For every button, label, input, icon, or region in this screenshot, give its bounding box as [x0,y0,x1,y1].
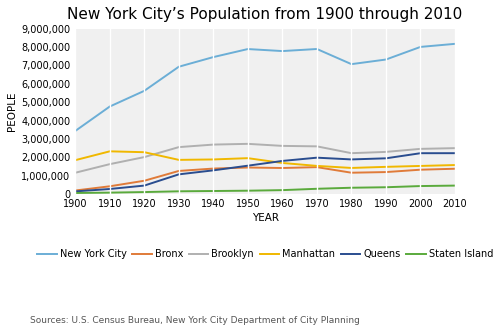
Brooklyn [106,162,112,166]
Brooklyn [314,145,320,148]
Manhattan [142,150,148,154]
Queens [452,151,458,155]
Brooklyn [72,171,78,175]
New York City [418,45,424,49]
Brooklyn [348,151,354,155]
Queens [176,172,182,176]
Queens [418,151,424,155]
Manhattan [314,164,320,168]
Staten Island [383,185,389,189]
Manhattan [348,166,354,170]
Line: Bronx: Bronx [75,167,455,191]
Staten Island [142,190,148,194]
Bronx [142,179,148,183]
Bronx [245,165,251,169]
Bronx [383,170,389,174]
Brooklyn [452,146,458,150]
Queens [314,156,320,160]
New York City [106,105,112,109]
Manhattan [72,158,78,162]
Staten Island [210,189,216,193]
New York City [210,55,216,59]
Manhattan [210,158,216,162]
Bronx [348,171,354,175]
New York City [142,89,148,93]
Manhattan [418,164,424,168]
Bronx [176,169,182,173]
Brooklyn [176,145,182,149]
Bronx [314,165,320,169]
Bronx [452,167,458,171]
New York City [176,65,182,69]
Brooklyn [280,144,285,148]
X-axis label: YEAR: YEAR [252,213,278,223]
Staten Island [314,187,320,191]
Y-axis label: PEOPLE: PEOPLE [7,92,17,131]
Bronx [106,184,112,188]
Manhattan [176,158,182,162]
Queens [106,187,112,191]
Bronx [210,166,216,170]
Legend: New York City, Bronx, Brooklyn, Manhattan, Queens, Staten Island: New York City, Bronx, Brooklyn, Manhatta… [34,246,497,263]
New York City [245,47,251,51]
Queens [72,189,78,193]
Line: Queens: Queens [75,153,455,191]
New York City [383,58,389,61]
Manhattan [280,161,285,165]
New York City [348,62,354,66]
Queens [142,184,148,188]
Text: Sources: U.S. Census Bureau, New York City Department of City Planning: Sources: U.S. Census Bureau, New York Ci… [30,316,360,325]
Manhattan [245,156,251,160]
Manhattan [452,163,458,167]
Line: Manhattan: Manhattan [75,151,455,168]
Queens [210,168,216,172]
Staten Island [452,184,458,188]
Staten Island [348,186,354,190]
Queens [383,156,389,160]
New York City [72,129,78,133]
Staten Island [176,189,182,193]
New York City [280,49,285,53]
Queens [280,159,285,163]
Line: Brooklyn: Brooklyn [75,144,455,173]
Staten Island [418,184,424,188]
Queens [245,164,251,168]
Staten Island [280,188,285,192]
New York City [452,42,458,46]
Line: New York City: New York City [75,44,455,131]
Title: New York City’s Population from 1900 through 2010: New York City’s Population from 1900 thr… [68,7,462,22]
Staten Island [106,191,112,195]
Brooklyn [142,155,148,159]
Bronx [418,168,424,172]
Manhattan [106,149,112,153]
Line: Staten Island: Staten Island [75,186,455,193]
Brooklyn [245,142,251,146]
Bronx [280,166,285,170]
Staten Island [245,189,251,193]
Brooklyn [418,147,424,151]
Manhattan [383,165,389,169]
Bronx [72,189,78,193]
Queens [348,158,354,162]
Brooklyn [383,150,389,154]
Brooklyn [210,143,216,146]
New York City [314,47,320,51]
Staten Island [72,191,78,195]
